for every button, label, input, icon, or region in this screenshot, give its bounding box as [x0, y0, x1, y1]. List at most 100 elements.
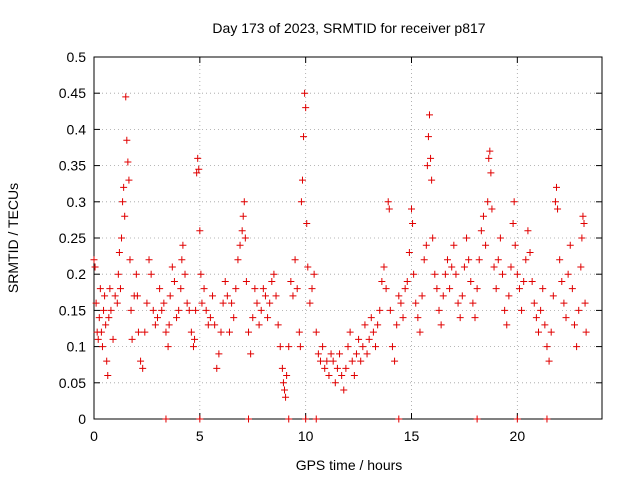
data-point — [446, 285, 454, 293]
data-point — [336, 350, 344, 358]
data-point — [338, 372, 346, 380]
data-point — [113, 299, 121, 307]
data-point — [477, 227, 485, 235]
data-point — [302, 104, 310, 112]
data-point — [505, 292, 513, 300]
data-point — [301, 89, 309, 97]
data-point — [487, 169, 495, 177]
data-point — [321, 364, 329, 372]
data-point — [333, 364, 341, 372]
data-point — [492, 285, 500, 293]
data-point — [119, 198, 127, 206]
data-point — [175, 306, 183, 314]
data-point — [162, 415, 170, 423]
data-point — [162, 328, 170, 336]
data-point — [310, 270, 318, 278]
data-point — [217, 328, 225, 336]
data-point — [316, 357, 324, 365]
data-point — [543, 343, 551, 351]
data-point — [441, 270, 449, 278]
y-tick-label: 0 — [78, 411, 86, 427]
y-tick-label: 0.5 — [67, 49, 87, 65]
data-point — [564, 270, 572, 278]
data-point — [247, 350, 255, 358]
data-point — [528, 277, 536, 285]
data-point — [395, 292, 403, 300]
data-point — [467, 277, 475, 285]
data-point — [460, 263, 468, 271]
data-point — [240, 198, 248, 206]
data-point — [458, 292, 466, 300]
data-point — [369, 328, 377, 336]
data-point — [164, 343, 172, 351]
data-point — [109, 335, 117, 343]
data-point — [399, 314, 407, 322]
data-point — [128, 335, 136, 343]
data-point — [165, 321, 173, 329]
y-tick-label: 0.45 — [59, 85, 86, 101]
data-point — [348, 357, 356, 365]
data-point — [482, 241, 490, 249]
data-point — [570, 321, 578, 329]
x-tick-label: 20 — [510, 428, 526, 444]
data-point — [289, 292, 297, 300]
data-point — [469, 299, 477, 307]
data-point — [304, 263, 312, 271]
data-point — [179, 241, 187, 249]
data-point — [101, 292, 109, 300]
data-point — [513, 270, 521, 278]
data-point — [319, 343, 327, 351]
data-point — [568, 285, 576, 293]
data-point — [211, 321, 219, 329]
data-point — [522, 256, 530, 264]
data-point — [100, 306, 108, 314]
data-point — [539, 285, 547, 293]
data-point — [374, 321, 382, 329]
data-point — [365, 335, 373, 343]
data-point — [242, 277, 250, 285]
data-point — [276, 343, 284, 351]
data-point — [194, 154, 202, 162]
data-point — [272, 292, 280, 300]
data-point — [158, 306, 166, 314]
data-point — [302, 415, 310, 423]
data-point — [429, 234, 437, 242]
data-point — [558, 277, 566, 285]
data-point — [524, 227, 532, 235]
data-point — [562, 314, 570, 322]
data-point — [170, 277, 178, 285]
data-point — [367, 314, 375, 322]
data-point — [236, 241, 244, 249]
data-point — [566, 241, 574, 249]
data-point — [422, 241, 430, 249]
data-point — [401, 285, 409, 293]
data-point — [414, 314, 422, 322]
data-point — [96, 285, 104, 293]
data-point — [123, 136, 131, 144]
data-point — [327, 350, 335, 358]
data-point — [405, 248, 413, 256]
data-point — [259, 285, 267, 293]
data-point — [382, 285, 390, 293]
data-point — [488, 205, 496, 213]
data-point — [230, 314, 238, 322]
data-point — [427, 154, 435, 162]
data-point — [228, 299, 236, 307]
data-point — [479, 212, 487, 220]
data-point — [241, 234, 249, 242]
data-point — [285, 415, 293, 423]
data-point — [428, 176, 436, 184]
data-point — [223, 292, 231, 300]
data-point — [410, 270, 418, 278]
data-point — [541, 321, 549, 329]
data-point — [126, 256, 134, 264]
data-point — [580, 220, 588, 228]
data-point — [137, 357, 145, 365]
data-point — [114, 270, 122, 278]
data-point — [181, 270, 189, 278]
data-point — [340, 386, 348, 394]
data-point — [197, 270, 205, 278]
grid-lines — [94, 57, 602, 419]
data-point — [95, 314, 103, 322]
